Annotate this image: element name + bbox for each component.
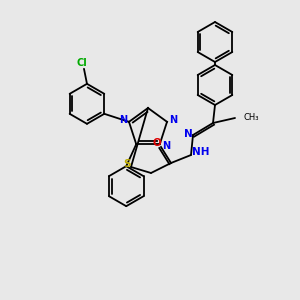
Text: O: O xyxy=(153,138,161,148)
Text: N: N xyxy=(119,115,127,125)
Text: S: S xyxy=(123,159,131,169)
Text: N: N xyxy=(169,115,177,125)
Text: Cl: Cl xyxy=(76,58,87,68)
Text: CH₃: CH₃ xyxy=(243,113,259,122)
Text: NH: NH xyxy=(192,147,210,157)
Text: N: N xyxy=(184,129,192,139)
Text: N: N xyxy=(162,141,170,151)
